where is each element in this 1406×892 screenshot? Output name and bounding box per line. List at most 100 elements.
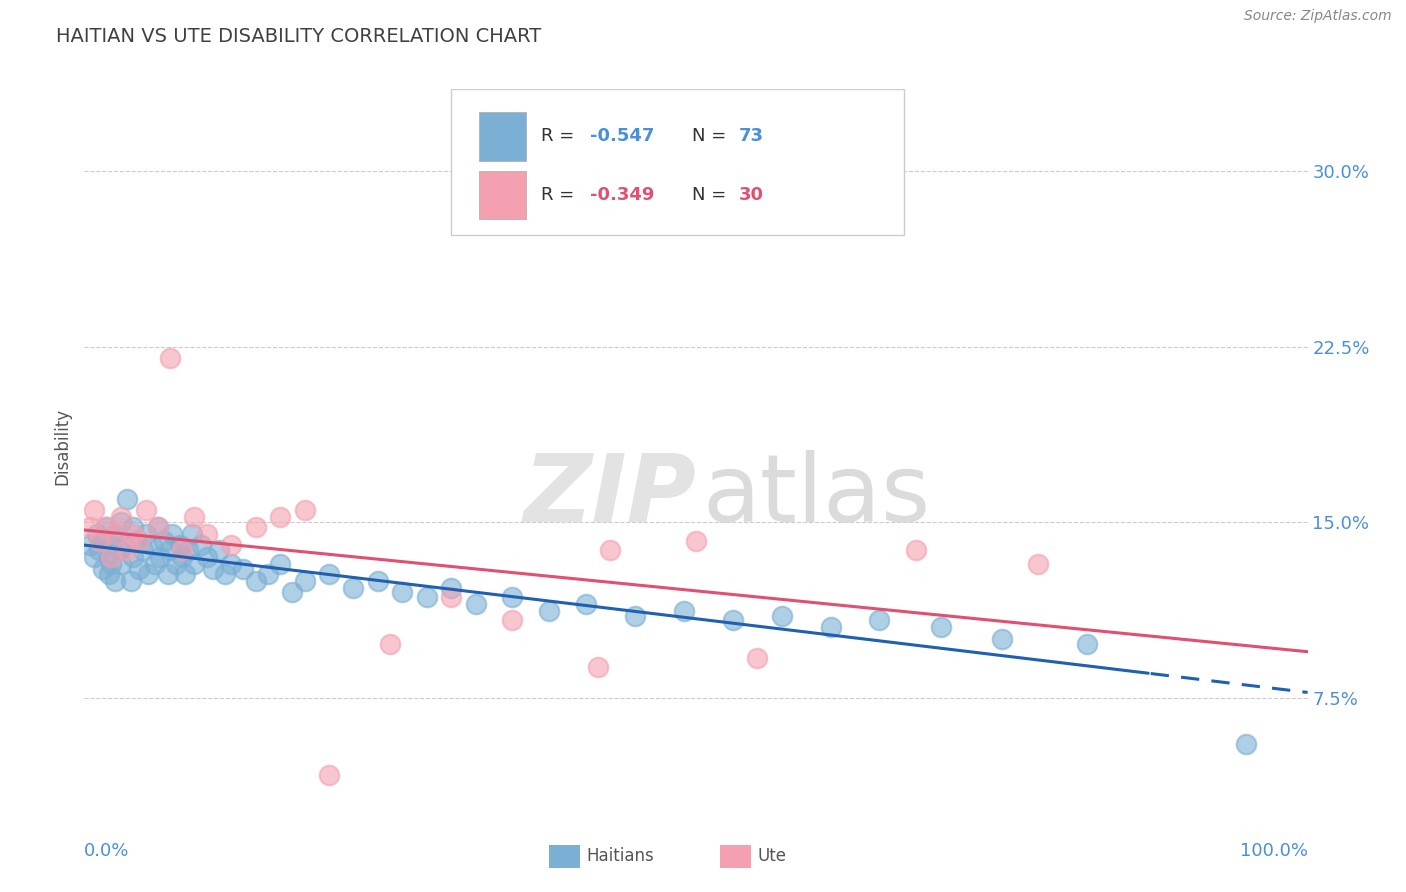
Point: [165, 557, 187, 571]
Point: [342, 581, 364, 595]
Point: [232, 562, 254, 576]
Point: [183, 557, 205, 571]
Point: [169, 538, 191, 552]
Text: Source: ZipAtlas.com: Source: ZipAtlas.com: [1244, 9, 1392, 23]
Point: [83, 503, 105, 517]
Point: [122, 550, 145, 565]
Point: [502, 613, 524, 627]
Point: [599, 543, 621, 558]
Point: [112, 538, 135, 552]
Point: [79, 538, 101, 552]
Point: [122, 526, 145, 541]
Point: [747, 650, 769, 665]
Point: [294, 503, 316, 517]
Point: [269, 510, 291, 524]
Point: [183, 510, 205, 524]
Point: [269, 557, 291, 571]
Text: atlas: atlas: [702, 450, 931, 542]
Point: [91, 533, 114, 548]
Point: [86, 526, 108, 541]
Point: [869, 613, 891, 627]
Point: [575, 597, 598, 611]
Point: [245, 519, 267, 533]
Point: [380, 637, 402, 651]
Point: [100, 538, 122, 552]
Point: [721, 613, 744, 627]
Point: [190, 538, 212, 552]
Point: [96, 519, 118, 533]
Point: [416, 590, 439, 604]
Text: 0.0%: 0.0%: [84, 842, 129, 860]
Point: [538, 604, 561, 618]
Point: [156, 566, 179, 581]
Point: [135, 526, 157, 541]
Point: [905, 543, 928, 558]
Point: [177, 543, 200, 558]
Point: [173, 566, 195, 581]
Point: [195, 550, 218, 565]
Point: [122, 519, 145, 533]
Point: [104, 526, 127, 541]
Point: [135, 503, 157, 517]
Point: [440, 581, 463, 595]
Point: [464, 597, 486, 611]
Point: [115, 543, 138, 558]
Point: [172, 543, 194, 558]
Point: [97, 566, 120, 581]
FancyBboxPatch shape: [479, 170, 526, 219]
FancyBboxPatch shape: [451, 89, 904, 235]
Point: [281, 585, 304, 599]
Text: N =: N =: [692, 128, 733, 145]
Point: [318, 768, 340, 782]
Point: [181, 526, 204, 541]
Point: [146, 519, 169, 533]
Point: [128, 533, 150, 548]
Point: [132, 543, 155, 558]
Point: [502, 590, 524, 604]
FancyBboxPatch shape: [720, 845, 751, 869]
Point: [201, 562, 224, 576]
Text: Ute: Ute: [758, 847, 786, 865]
Point: [586, 660, 609, 674]
Point: [159, 351, 181, 366]
Point: [257, 566, 280, 581]
Point: [100, 557, 122, 571]
Text: Haitians: Haitians: [586, 847, 654, 865]
Point: [440, 590, 463, 604]
Point: [929, 620, 952, 634]
Point: [294, 574, 316, 588]
Point: [991, 632, 1014, 646]
Text: N =: N =: [692, 186, 733, 203]
Point: [245, 574, 267, 588]
Point: [672, 604, 695, 618]
Point: [391, 585, 413, 599]
Point: [172, 550, 194, 565]
Point: [110, 515, 132, 529]
Point: [104, 526, 127, 541]
Text: -0.547: -0.547: [589, 128, 654, 145]
Point: [214, 566, 236, 581]
Point: [624, 608, 647, 623]
Point: [146, 519, 169, 533]
Point: [128, 562, 150, 576]
Point: [208, 543, 231, 558]
Point: [219, 538, 242, 552]
Point: [125, 533, 148, 548]
Point: [83, 550, 105, 565]
Point: [115, 491, 138, 506]
Point: [91, 562, 114, 576]
Text: -0.349: -0.349: [589, 186, 654, 203]
Point: [153, 533, 176, 548]
Point: [110, 557, 132, 571]
FancyBboxPatch shape: [550, 845, 579, 869]
Point: [367, 574, 389, 588]
Text: 30: 30: [738, 186, 763, 203]
Point: [685, 533, 707, 548]
Point: [195, 526, 218, 541]
Point: [136, 566, 159, 581]
Text: R =: R =: [541, 186, 579, 203]
Text: R =: R =: [541, 128, 579, 145]
Point: [318, 566, 340, 581]
Y-axis label: Disability: Disability: [53, 408, 72, 484]
Point: [97, 550, 120, 565]
